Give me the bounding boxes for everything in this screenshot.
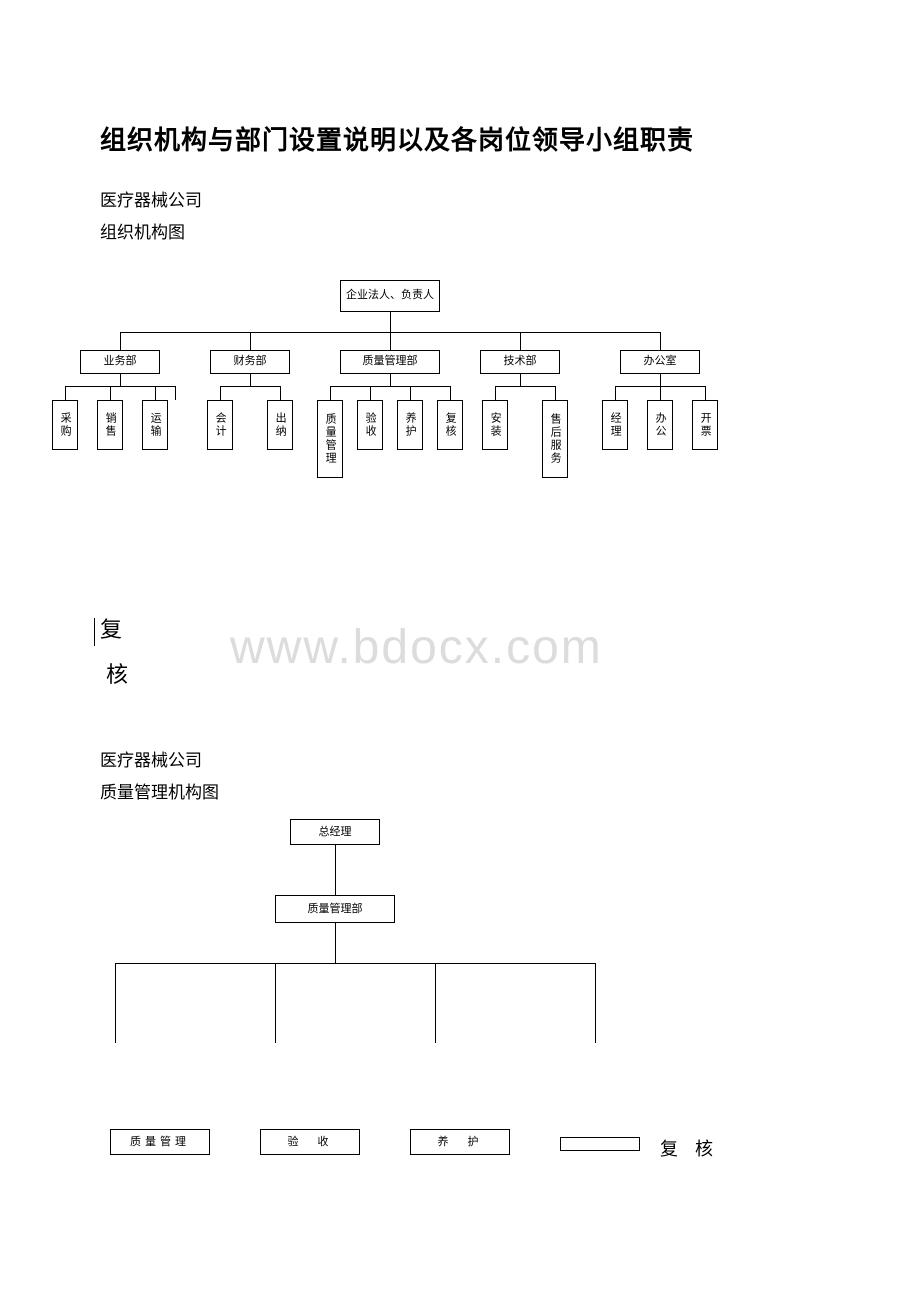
document-page: 组织机构与部门设置说明以及各岗位领导小组职责 医疗器械公司 组织机构图 企业法人… <box>0 0 920 1259</box>
leaf-recheck: 复核 <box>437 400 463 450</box>
qa-leaf-qm-label: 质量管理 <box>130 1135 190 1149</box>
node-tech: 技术部 <box>480 350 560 374</box>
leaf-sales: 销售 <box>97 400 123 450</box>
node-office: 办公室 <box>620 350 700 374</box>
connector <box>520 374 521 386</box>
connector <box>220 386 221 400</box>
node-fin: 财务部 <box>210 350 290 374</box>
connector <box>555 386 556 400</box>
node-root: 企业法人、负责人 <box>340 280 440 312</box>
leaf-transport: 运输 <box>142 400 168 450</box>
connector <box>335 845 336 895</box>
qa-dept: 质量管理部 <box>275 895 395 923</box>
qa-leaf-blank <box>560 1137 640 1151</box>
connector <box>615 386 616 400</box>
connector <box>115 963 116 1043</box>
leaf-accounting: 会计 <box>207 400 233 450</box>
connector <box>660 332 661 350</box>
connector <box>390 312 391 332</box>
connector <box>65 386 175 387</box>
connector <box>390 332 391 350</box>
chart1-label: 组织机构图 <box>100 217 820 249</box>
connector <box>330 386 450 387</box>
node-qa: 质量管理部 <box>340 350 440 374</box>
connector <box>435 963 436 1043</box>
qa-leaf-qm: 质量管理 <box>110 1129 210 1155</box>
loose-text-block: 复 核 <box>100 610 820 695</box>
stray-line <box>94 618 95 646</box>
connector <box>175 386 176 400</box>
connector <box>250 374 251 386</box>
page-title: 组织机构与部门设置说明以及各岗位领导小组职责 <box>100 120 820 157</box>
loose-he: 核 <box>106 655 820 695</box>
leaf-cashier: 出纳 <box>267 400 293 450</box>
connector <box>410 386 411 400</box>
connector <box>280 386 281 400</box>
company-name-2: 医疗器械公司 <box>100 745 820 777</box>
connector <box>390 374 391 386</box>
chart2-label: 质量管理机构图 <box>100 777 820 809</box>
connector <box>660 374 661 386</box>
leaf-aftersale: 售后服务 <box>542 400 568 478</box>
connector <box>110 386 111 400</box>
connector <box>705 386 706 400</box>
leaf-maintain: 养护 <box>397 400 423 450</box>
connector <box>335 923 336 963</box>
company-name: 医疗器械公司 <box>100 185 820 217</box>
connector <box>595 963 596 1043</box>
leaf-install: 安装 <box>482 400 508 450</box>
qa-root: 总经理 <box>290 819 380 845</box>
connector <box>120 374 121 386</box>
qa-leaf-maintain-label: 养 护 <box>438 1135 483 1149</box>
connector <box>155 386 156 400</box>
connector <box>370 386 371 400</box>
connector <box>495 386 496 400</box>
qa-leaf-recheck: 复 核 <box>660 1135 719 1161</box>
leaf-purchase: 采购 <box>52 400 78 450</box>
connector <box>275 963 276 1043</box>
connector <box>65 386 66 400</box>
connector <box>330 386 331 400</box>
connector <box>520 332 521 350</box>
leaf-accept: 验收 <box>357 400 383 450</box>
leaf-qm: 质量管理 <box>317 400 343 478</box>
leaf-invoice: 开票 <box>692 400 718 450</box>
connector <box>115 963 595 964</box>
qa-leaf-accept: 验 收 <box>260 1129 360 1155</box>
node-biz: 业务部 <box>80 350 160 374</box>
loose-fu: 复 <box>100 610 820 650</box>
connector <box>660 386 661 400</box>
qa-chart: 总经理 质量管理部 质量管理 验 收 养 护 复 核 <box>60 819 740 1199</box>
connector <box>450 386 451 400</box>
leaf-manager: 经理 <box>602 400 628 450</box>
qa-leaf-accept-label: 验 收 <box>288 1135 333 1149</box>
connector <box>495 386 555 387</box>
connector <box>250 332 251 350</box>
connector <box>120 332 121 350</box>
qa-leaf-maintain: 养 护 <box>410 1129 510 1155</box>
connector <box>220 386 280 387</box>
leaf-officework: 办公 <box>647 400 673 450</box>
org-chart: 企业法人、负责人 业务部 财务部 质量管理部 技术部 办公室 <box>40 280 760 540</box>
